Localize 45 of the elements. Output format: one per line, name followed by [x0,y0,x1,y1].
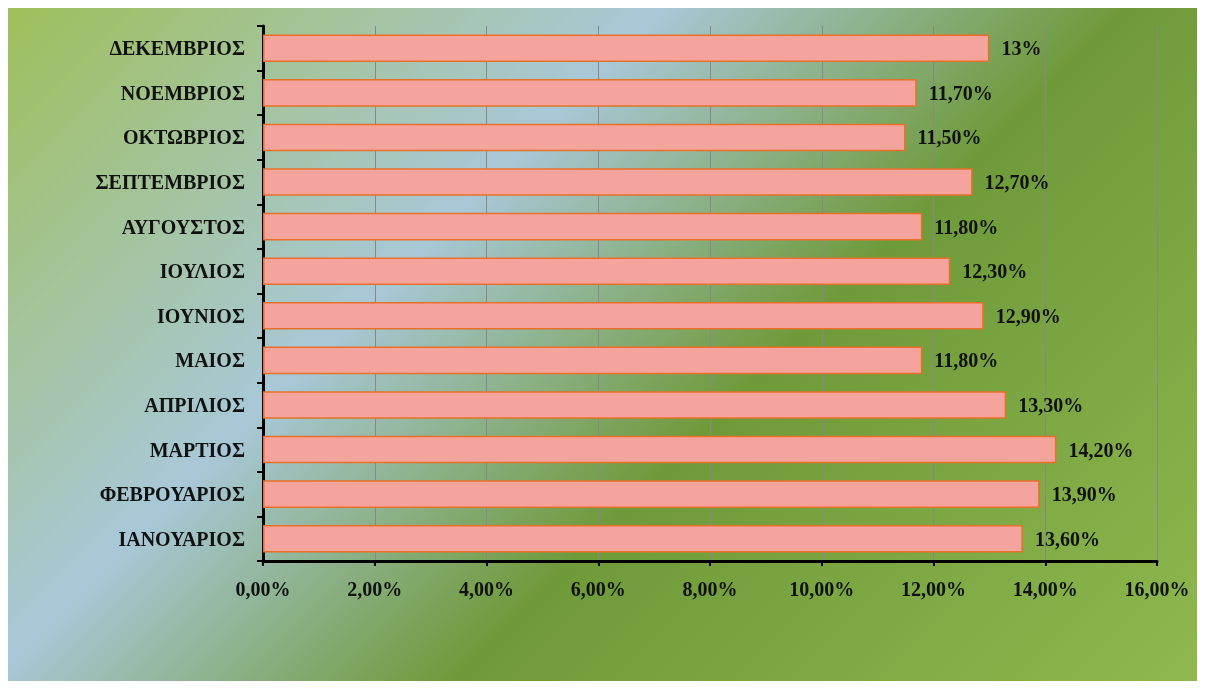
data-label: 11,80% [934,215,999,238]
y-tick-label: ΙΑΝΟΥΑΡΙΟΣ [118,527,245,550]
y-tick-label: ΜΑΙΟΣ [175,349,245,372]
data-label: 11,50% [917,126,982,149]
data-label: 12,70% [984,171,1050,194]
bar [263,123,906,152]
bar [263,168,973,196]
data-label: 11,80% [934,349,999,372]
x-tick-label: 12,00% [901,578,966,600]
bar [263,34,990,63]
y-tick-label: ΟΚΤΩΒΡΙΟΣ [122,126,245,149]
x-tick-label: 0,00% [235,578,291,600]
x-tick-label: 4,00% [459,578,514,600]
bar [263,391,1007,419]
y-tick-label: ΑΥΓΟΥΣΤΟΣ [121,215,245,238]
y-tick-label: ΝΟΕΜΒΡΙΟΣ [120,81,245,104]
bar [263,346,923,375]
x-tick-label: 2,00% [347,578,403,600]
y-tick-label: ΔΕΚΕΜΒΡΙΟΣ [109,37,245,60]
data-label: 12,30% [962,260,1028,283]
data-label: 11,70% [928,81,993,104]
bar [263,524,1023,553]
x-tick-label: 8,00% [682,578,738,600]
data-label: 14,20% [1068,438,1134,461]
data-label: 13% [1001,37,1042,60]
bar [263,301,984,330]
y-tick-label: ΙΟΥΝΙΟΣ [156,304,245,327]
x-tick-label: 10,00% [789,578,855,600]
data-label: 13,60% [1034,527,1100,550]
data-label: 13,30% [1018,393,1084,416]
x-tick-label: 6,00% [570,578,626,600]
bar [263,257,951,286]
data-label: 12,90% [995,304,1061,327]
x-tick-label: 14,00% [1012,578,1078,600]
x-tick-label: 16,00% [1124,578,1190,600]
y-tick-label: ΑΠΡΙΛΙΟΣ [144,393,245,416]
data-label: 13,90% [1051,483,1117,506]
y-tick-label: ΣΕΠΤΕΜΒΡΙΟΣ [95,171,245,194]
bar [263,212,923,241]
y-tick-label: ΦΕΒΡΟΥΑΡΙΟΣ [99,483,245,506]
bar [263,480,1040,508]
bar [263,435,1057,464]
y-tick-label: ΜΑΡΤΙΟΣ [149,438,245,461]
bar [263,79,917,107]
y-tick-label: ΙΟΥΛΙΟΣ [159,260,245,283]
